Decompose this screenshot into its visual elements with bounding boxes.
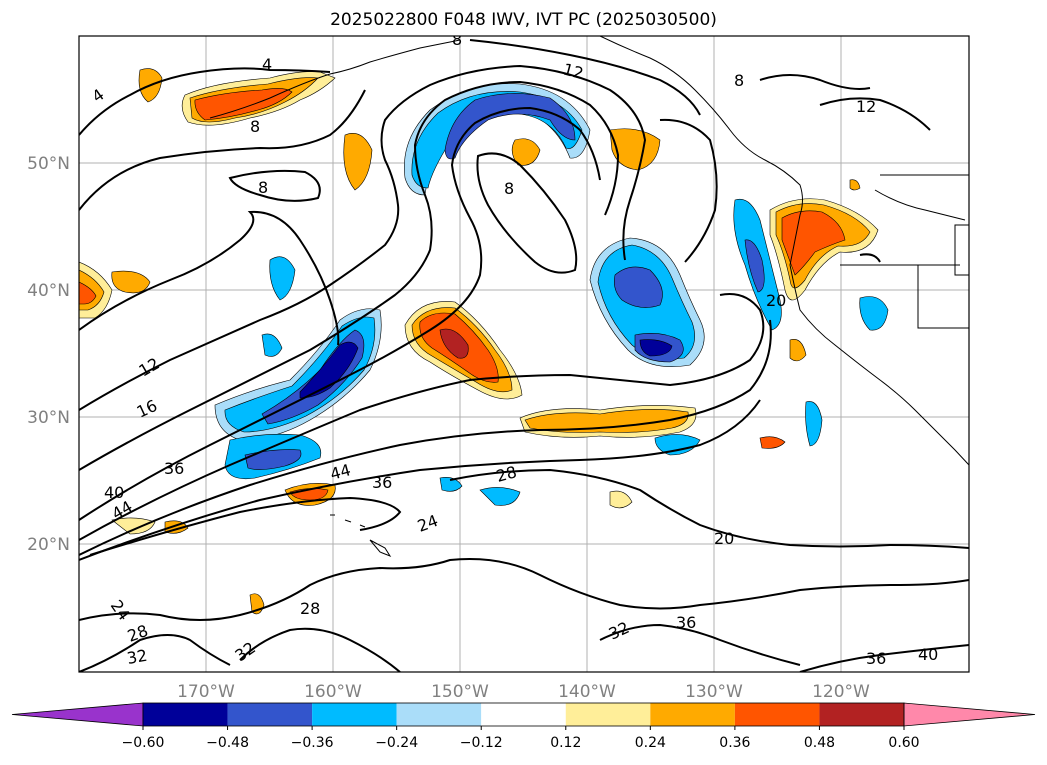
map-frame [78, 35, 970, 673]
colorbar-tick-label: −0.36 [291, 735, 334, 751]
contour-label: 8 [734, 71, 744, 90]
contour-label: 8 [452, 30, 462, 49]
anomaly-patch [654, 434, 701, 456]
anomaly-patch [614, 266, 663, 308]
anomaly-patch [224, 316, 376, 433]
contour-label: 20 [714, 529, 734, 548]
anomaly-patch [439, 328, 469, 359]
anomaly-patch [261, 333, 283, 357]
colorbar-bin [650, 703, 735, 726]
anomaly-patch [759, 436, 786, 449]
anomaly-patch [299, 341, 359, 399]
contour-label: 36 [372, 473, 392, 492]
anomaly-patch [194, 88, 293, 121]
lon-label-140w: 140°W [558, 682, 616, 702]
colorbar-bin [565, 703, 651, 726]
anomaly-patch [111, 517, 156, 535]
anomaly-patch [639, 339, 673, 357]
lon-label-160w: 160°W [304, 682, 362, 702]
anomaly-patch [111, 270, 151, 294]
contour-label: 8 [250, 117, 260, 136]
lon-label-170w: 170°W [177, 682, 235, 702]
anomaly-patch [343, 133, 373, 191]
contour-label: 28 [494, 462, 519, 486]
lat-label-40n: 40°N [27, 281, 70, 301]
lat-label-50n: 50°N [27, 154, 70, 174]
contour-label: 32 [125, 646, 148, 668]
anomaly-patch [744, 239, 765, 293]
contour-label: 36 [866, 649, 886, 668]
colorbar-bin [227, 703, 313, 726]
map-area: 4 8 8 8 8 4 12 12 12 16 20 20 24 24 28 2… [79, 30, 969, 672]
contour-label: 8 [504, 179, 514, 198]
contour-label: 40 [918, 645, 938, 664]
anomaly-patch [269, 256, 296, 301]
colorbar-bin [312, 703, 397, 726]
colorbar-bin [819, 703, 904, 726]
anomaly-patch [479, 487, 521, 506]
anomaly-patch [609, 128, 661, 171]
colorbar-tick-label: 0.36 [719, 735, 750, 751]
colorbar: −0.60 −0.48 −0.36 −0.24 −0.12 0.12 0.24 0.36 0.4… [11, 702, 1036, 751]
colorbar-tick-label: 0.24 [635, 735, 666, 751]
anomaly-patch [609, 490, 633, 509]
anomaly-patch [849, 179, 861, 191]
longitude-labels: 170°W 160°W 150°W 140°W 130°W 120°W [177, 682, 870, 702]
colorbar-tick-label: −0.48 [206, 735, 249, 751]
contour-label: 4 [262, 55, 272, 74]
anomaly-patch [244, 449, 302, 470]
anomaly-patch [789, 339, 807, 362]
colorbar-tick-label: 0.60 [888, 735, 919, 751]
latitude-labels: 50°N 40°N 30°N 20°N [27, 154, 70, 555]
colorbar-tick-label: −0.12 [460, 735, 503, 751]
colorbar-tick-label: 0.12 [550, 735, 581, 751]
lon-label-150w: 150°W [431, 682, 489, 702]
colorbar-bin [481, 703, 566, 726]
lat-label-30n: 30°N [27, 408, 70, 428]
contour-label: 44 [328, 460, 353, 484]
colorbar-frame [142, 702, 905, 727]
map-title: 2025022800 F048 IWV, IVT PC (2025030500) [330, 10, 717, 30]
contour-label: 12 [856, 97, 876, 116]
lon-label-120w: 120°W [812, 682, 870, 702]
lon-label-130w: 130°W [685, 682, 743, 702]
colorbar-extend-low [11, 702, 144, 727]
colorbar-tick-label: 0.48 [804, 735, 835, 751]
contour-label: 40 [104, 483, 124, 502]
anomaly-patch [524, 409, 689, 433]
contour-label: 20 [766, 291, 786, 310]
contour-label: 36 [676, 613, 696, 632]
colorbar-bin [734, 703, 820, 726]
anomaly-patch [805, 401, 823, 447]
anomaly-patch [439, 477, 463, 492]
contour-label: 28 [300, 599, 320, 618]
colorbar-bin [396, 703, 482, 726]
anomaly-patch [859, 296, 889, 331]
anomaly-patch [79, 281, 97, 305]
lat-label-20n: 20°N [27, 535, 70, 555]
contour-label: 12 [561, 60, 586, 84]
anomaly-patch [511, 138, 541, 166]
colorbar-bin [143, 703, 228, 726]
colorbar-tick-label: −0.60 [122, 735, 165, 751]
coastlines [209, 36, 969, 558]
colorbar-extend-high [903, 702, 1036, 727]
contour-label: 8 [258, 178, 268, 197]
contour-label: 36 [164, 459, 184, 478]
colorbar-tick-label: −0.24 [375, 735, 418, 751]
iwv-contours [79, 39, 969, 672]
